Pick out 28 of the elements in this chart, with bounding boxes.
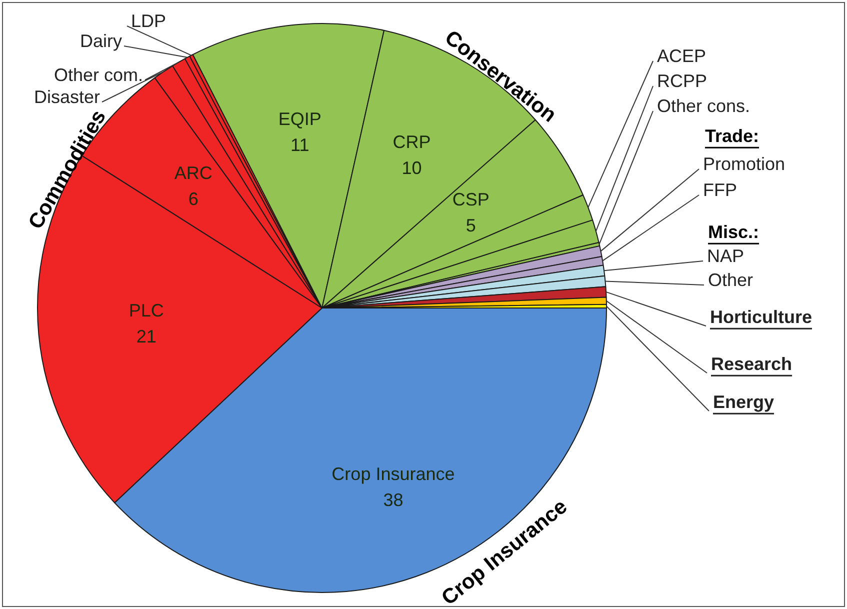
slice-label: Promotion (703, 154, 786, 174)
data-label: 21 (136, 326, 156, 347)
slice-label: Other com. (54, 64, 143, 85)
slice-label: Crop Insurance (332, 464, 455, 484)
data-label: 10 (402, 158, 422, 178)
slice-label: PLC (128, 300, 164, 321)
slice-label: ARC (174, 163, 212, 184)
data-label: 11 (290, 134, 310, 155)
text: Misc.: (708, 222, 760, 242)
slice-label: NAP (707, 246, 744, 266)
slice-label: EQIP (278, 108, 322, 129)
data-label: 6 (188, 189, 198, 210)
slice-label: FFP (703, 180, 737, 200)
slice-label: Dairy (80, 30, 122, 51)
slice-label: Disaster (34, 86, 100, 107)
slice-label: RCPP (657, 70, 708, 91)
data-label: 5 (466, 215, 476, 236)
slice-label: Energy (713, 392, 774, 412)
slice-label: CSP (452, 189, 490, 210)
slice-label: Other (708, 270, 754, 290)
text: Trade: (705, 126, 760, 146)
slice-label: LDP (131, 10, 166, 31)
slice-label: Horticulture (710, 306, 812, 327)
data-label: 38 (383, 490, 404, 510)
slice-label: Other cons. (657, 96, 750, 116)
slice-label: ACEP (657, 46, 706, 66)
slice-label: CRP (392, 132, 431, 152)
slice-label: Research (711, 354, 792, 374)
